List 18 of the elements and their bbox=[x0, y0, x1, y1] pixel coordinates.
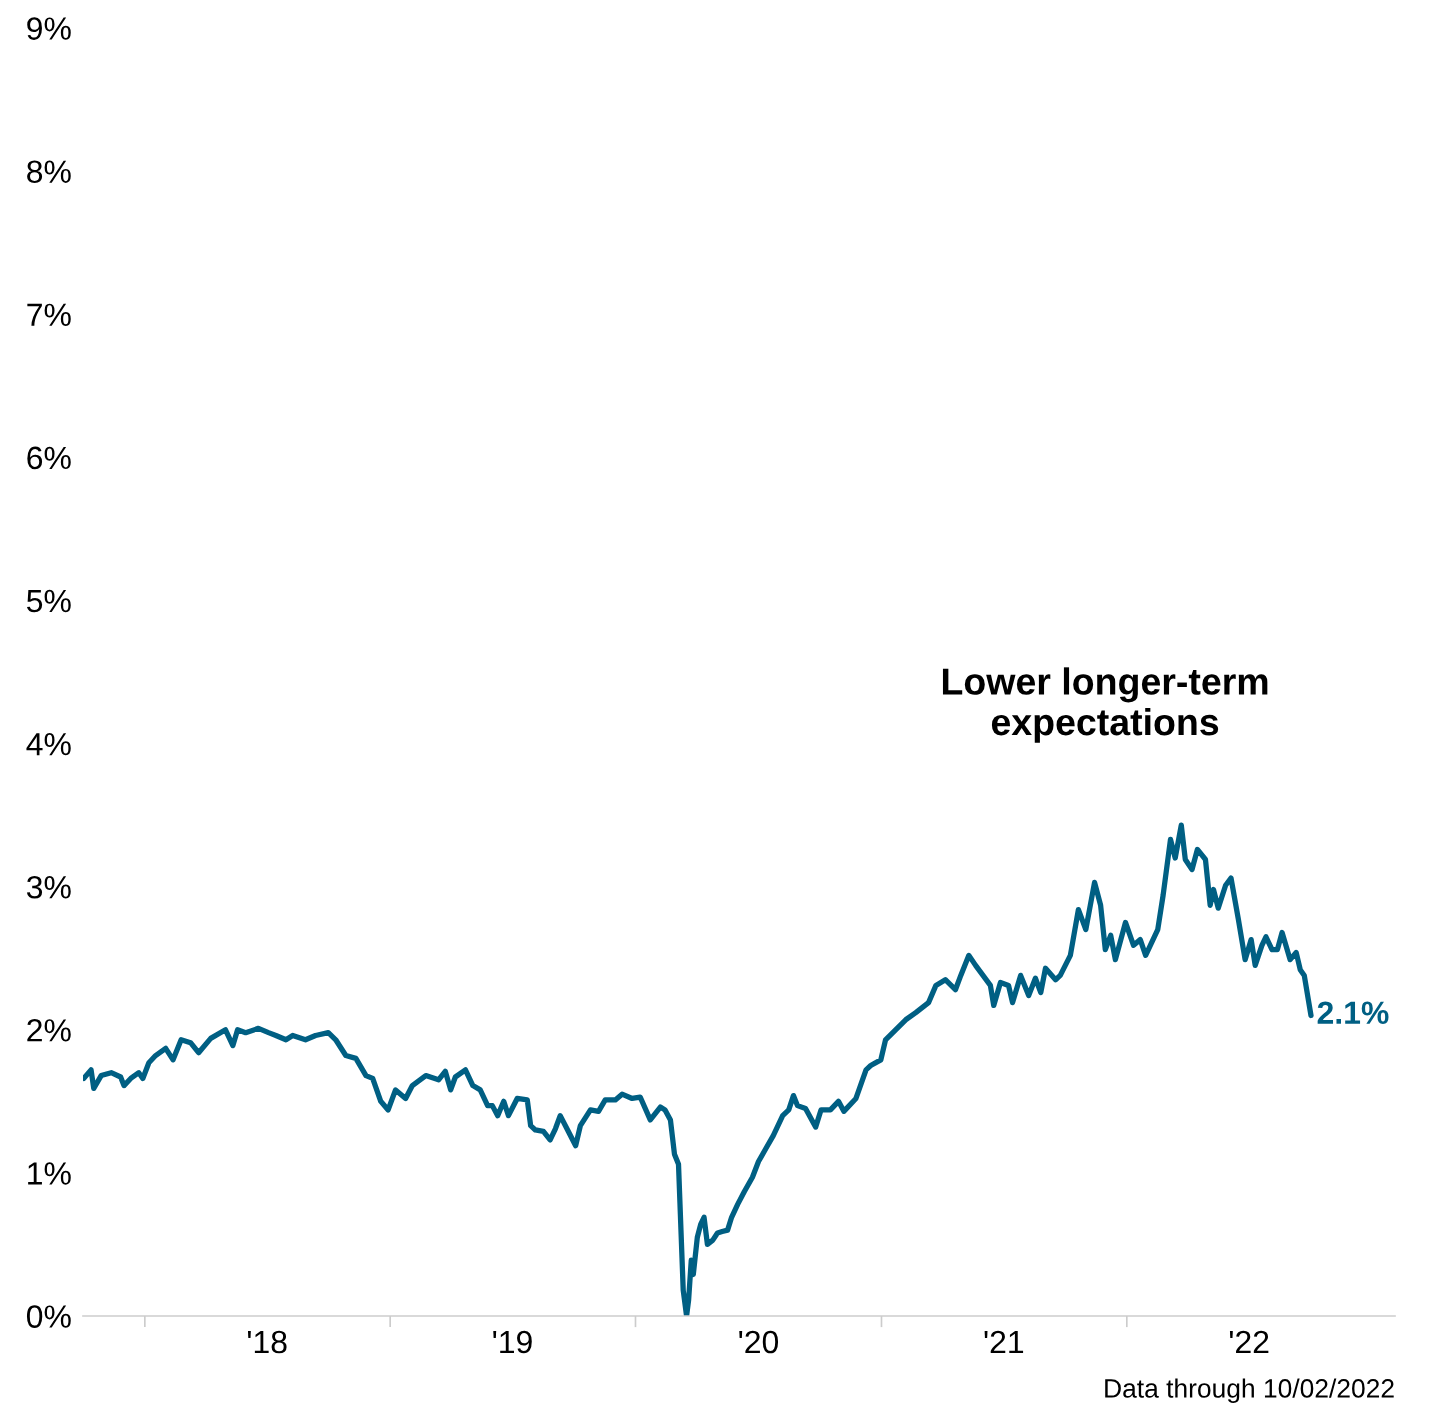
y-tick-label: 3% bbox=[26, 875, 71, 899]
y-tick-label: 5% bbox=[27, 589, 71, 613]
annotation: 2.1% bbox=[1317, 1001, 1389, 1024]
y-tick-label: 9% bbox=[27, 17, 71, 40]
x-tick-label: '21 bbox=[984, 1330, 1024, 1354]
text: Data through 10/02/2022 bbox=[1105, 1378, 1394, 1403]
x-tick-label: '22 bbox=[1229, 1330, 1269, 1354]
x-tick-label: '19 bbox=[493, 1330, 532, 1354]
annotation: Lower longer-term expectations bbox=[942, 667, 1268, 743]
y-tick-label: 8% bbox=[27, 160, 71, 183]
y-tick-label: 6% bbox=[27, 446, 71, 470]
y-tick-label: 4% bbox=[26, 732, 71, 756]
y-tick-label: 0% bbox=[26, 1305, 71, 1328]
x-tick-label: '18 bbox=[247, 1330, 287, 1354]
y-tick-label: 1% bbox=[28, 1162, 71, 1185]
y-tick-label: 2% bbox=[27, 1019, 71, 1042]
y-tick-label: 7% bbox=[27, 303, 71, 326]
x-tick-label: '20 bbox=[739, 1330, 779, 1354]
